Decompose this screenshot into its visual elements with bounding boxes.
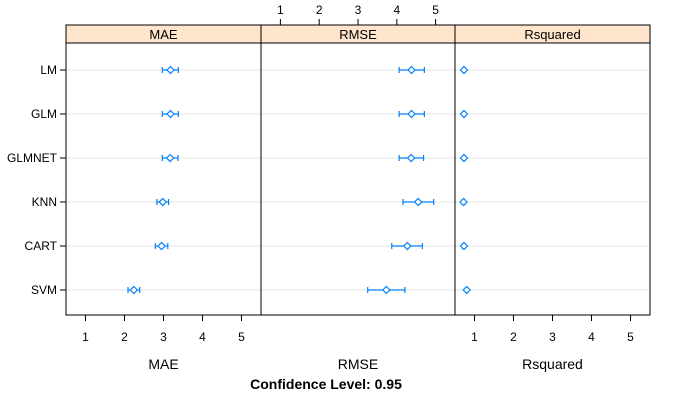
point-rsquared-knn <box>459 197 468 207</box>
point-marker <box>413 197 423 207</box>
point-rsquared-cart <box>459 241 469 251</box>
point-rsquared-glmnet <box>459 153 469 163</box>
point-marker <box>407 65 416 75</box>
point-marker <box>462 285 472 295</box>
tick-label-mae-2: 2 <box>121 330 128 344</box>
panel-frame-rmse <box>260 24 456 316</box>
point-marker <box>158 197 168 207</box>
panel-mae: MAE <box>65 24 262 316</box>
confidence-level-label: Confidence Level: 0.95 <box>250 376 402 392</box>
tick-label-top-3: 3 <box>355 3 362 17</box>
category-label-cart: CART <box>25 239 58 253</box>
panel-frame-mae <box>65 24 262 316</box>
point-marker <box>459 241 469 251</box>
point-marker <box>129 285 139 295</box>
strip-label-mae: MAE <box>149 27 178 42</box>
point-rsquared-glm <box>459 109 469 119</box>
tick-label-rsquared-2: 2 <box>510 330 517 344</box>
point-marker <box>166 65 175 75</box>
category-label-lm: LM <box>40 63 57 77</box>
point-marker <box>459 153 469 163</box>
category-labels: LM GLM GLMNET KNN CART SVM <box>7 63 66 297</box>
category-label-knn: KNN <box>32 195 57 209</box>
point-marker <box>407 109 416 119</box>
x-axis-labels: MAE RMSE Rsquared <box>148 356 583 372</box>
point-marker <box>406 153 416 163</box>
category-label-svm: SVM <box>31 283 57 297</box>
strip-label-rmse: RMSE <box>339 27 377 42</box>
point-mae-svm <box>127 285 141 295</box>
strip-label-rsquared: Rsquared <box>524 27 580 42</box>
tick-label-rsquared-3: 3 <box>549 330 556 344</box>
point-marker <box>459 197 468 207</box>
tick-label-mae-3: 3 <box>160 330 167 344</box>
top-axis: 1 2 3 4 5 <box>277 3 439 25</box>
panel-rsquared: Rsquared <box>454 24 651 316</box>
point-rmse-glm <box>398 109 425 119</box>
x-axis-label-rmse: RMSE <box>338 356 378 372</box>
x-axis-label-rsquared: Rsquared <box>522 356 583 372</box>
point-mae-lm <box>161 65 179 75</box>
point-marker <box>165 153 175 163</box>
point-rmse-cart <box>391 241 424 251</box>
tick-label-rsquared-4: 4 <box>588 330 595 344</box>
tick-label-rsquared-1: 1 <box>471 330 478 344</box>
panel-frame-rsquared <box>454 24 651 316</box>
point-rsquared-lm <box>459 65 469 75</box>
point-mae-knn <box>156 197 170 207</box>
panels-layer: MAE RMSE Rsquared <box>65 24 651 316</box>
tick-label-rsquared-5: 5 <box>627 330 634 344</box>
x-axis-label-mae: MAE <box>148 356 178 372</box>
category-label-glm: GLM <box>31 107 57 121</box>
tick-label-mae-5: 5 <box>238 330 245 344</box>
tick-label-top-2: 2 <box>316 3 323 17</box>
point-rsquared-svm <box>462 285 472 295</box>
point-rmse-glmnet <box>398 153 425 163</box>
point-marker <box>459 65 469 75</box>
tick-label-top-5: 5 <box>432 3 439 17</box>
tick-label-top-4: 4 <box>393 3 400 17</box>
point-rmse-knn <box>402 197 435 207</box>
point-marker <box>402 241 412 251</box>
point-marker <box>381 285 391 295</box>
point-marker <box>166 109 175 119</box>
point-marker <box>157 241 166 251</box>
panel-rmse: RMSE <box>260 24 456 316</box>
tick-label-top-1: 1 <box>277 3 284 17</box>
point-mae-glmnet <box>161 153 179 163</box>
point-rmse-svm <box>367 285 406 295</box>
point-marker <box>459 109 469 119</box>
bottom-axis: 1 2 3 4 5 1 2 3 4 5 <box>82 315 634 344</box>
tick-label-mae-1: 1 <box>82 330 89 344</box>
point-mae-glm <box>161 109 179 119</box>
point-rmse-lm <box>398 65 425 75</box>
tick-label-mae-4: 4 <box>199 330 206 344</box>
category-label-glmnet: GLMNET <box>7 151 58 165</box>
point-mae-cart <box>154 241 169 251</box>
